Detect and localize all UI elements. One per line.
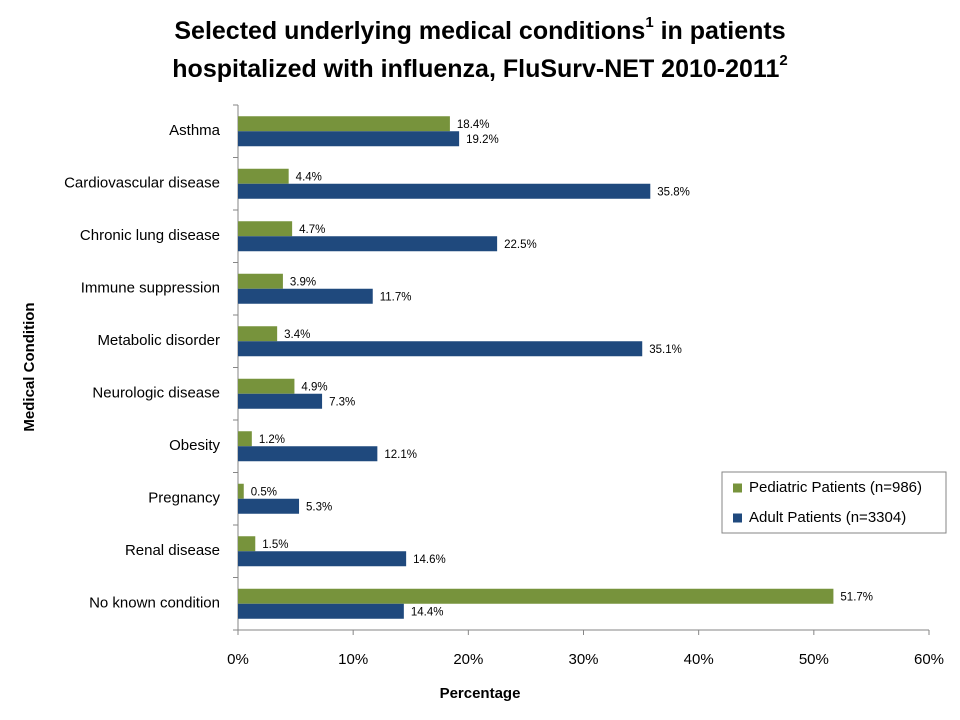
title-part: 2 <box>779 52 787 69</box>
bar <box>238 326 278 342</box>
y-tick-label: Pregnancy <box>148 490 220 507</box>
legend-label: Adult Patients (n=3304) <box>749 509 906 526</box>
y-axis-label: Medical Condition <box>21 302 38 431</box>
bar <box>238 288 373 304</box>
legend-label: Pediatric Patients (n=986) <box>749 479 922 496</box>
bar <box>238 221 293 237</box>
x-tick-label: 10% <box>338 651 368 668</box>
data-label: 4.7% <box>299 224 325 236</box>
bar <box>238 131 460 147</box>
y-tick-label: Renal disease <box>125 542 220 559</box>
chart-title: Selected underlying medical conditions1 … <box>174 14 785 45</box>
data-label: 7.3% <box>329 396 355 408</box>
y-tick-label: Asthma <box>169 122 221 139</box>
bar <box>238 236 498 252</box>
y-tick-label: Neurologic disease <box>92 385 220 402</box>
x-tick-label: 20% <box>453 651 483 668</box>
bar <box>238 273 283 289</box>
data-label: 1.5% <box>262 539 288 551</box>
bar <box>238 341 643 357</box>
x-axis-label: Percentage <box>440 685 521 702</box>
bar <box>238 168 289 184</box>
y-tick-label: Obesity <box>169 437 220 454</box>
y-tick-label: Metabolic disorder <box>97 332 220 349</box>
data-label: 1.2% <box>259 434 285 446</box>
chart-title: hospitalized with influenza, FluSurv-NET… <box>172 52 787 83</box>
bar <box>238 483 244 499</box>
data-label: 12.1% <box>384 449 417 461</box>
data-label: 11.7% <box>380 291 412 303</box>
x-tick-label: 50% <box>799 651 829 668</box>
data-label: 14.4% <box>411 606 444 618</box>
legend-swatch <box>733 513 742 523</box>
bar <box>238 183 651 199</box>
data-label: 18.4% <box>457 119 490 131</box>
data-label: 0.5% <box>251 486 277 498</box>
data-label: 5.3% <box>306 501 332 513</box>
data-label: 14.6% <box>413 554 446 566</box>
data-label: 51.7% <box>840 591 873 603</box>
bar <box>238 588 834 604</box>
title-part: in patients <box>654 17 786 45</box>
data-label: 35.1% <box>649 344 682 356</box>
bar <box>238 603 404 619</box>
legend-swatch <box>733 483 742 493</box>
x-tick-label: 0% <box>227 651 249 668</box>
data-label: 22.5% <box>504 239 537 251</box>
bar <box>238 446 378 462</box>
data-label: 19.2% <box>466 134 499 146</box>
bar <box>238 378 295 394</box>
y-tick-label: No known condition <box>89 595 220 612</box>
title-part: Selected underlying medical conditions <box>174 17 645 45</box>
title-part: hospitalized with influenza, FluSurv-NET… <box>172 55 779 83</box>
bar <box>238 116 450 132</box>
data-label: 35.8% <box>657 186 690 198</box>
data-label: 4.9% <box>301 381 327 393</box>
y-tick-label: Immune suppression <box>81 280 220 297</box>
y-tick-label: Cardiovascular disease <box>64 175 220 192</box>
data-label: 4.4% <box>296 171 322 183</box>
bar <box>238 431 252 447</box>
data-label: 3.4% <box>284 329 310 341</box>
bar <box>238 498 300 514</box>
bar <box>238 551 407 567</box>
x-tick-label: 40% <box>684 651 714 668</box>
bar <box>238 536 256 552</box>
y-tick-label: Chronic lung disease <box>80 227 220 244</box>
data-label: 3.9% <box>290 276 316 288</box>
title-part: 1 <box>645 14 653 31</box>
x-tick-label: 30% <box>568 651 598 668</box>
bar <box>238 393 323 409</box>
x-tick-label: 60% <box>914 651 944 668</box>
legend-box <box>721 471 947 534</box>
